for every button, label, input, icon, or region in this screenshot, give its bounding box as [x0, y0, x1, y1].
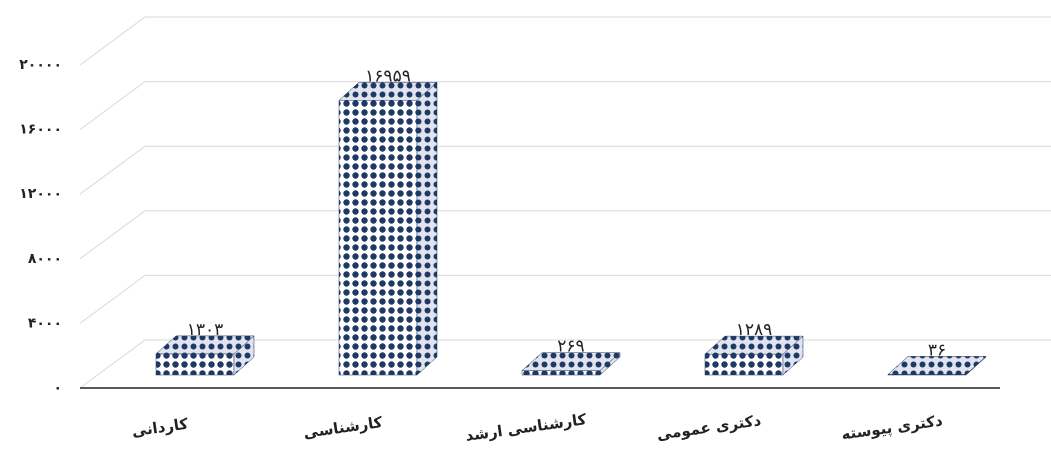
- bar-top: [887, 356, 987, 375]
- data-label: ۱۶۹۵۹: [365, 66, 411, 86]
- x-tick-label: کارشناسی ارشد: [464, 410, 587, 445]
- x-tick-label: دکتری عمومی: [656, 411, 763, 443]
- y-tick-label: ۸۰۰۰: [28, 251, 62, 267]
- bar-top: [704, 335, 804, 355]
- bar: [887, 355, 987, 376]
- data-label: ۱۲۸۹: [736, 320, 773, 340]
- x-tick-label: کاردانی: [131, 415, 190, 441]
- x-tick-label: دکتری پیوسته: [840, 411, 944, 444]
- y-tick-label: ۱۲۰۰۰: [19, 186, 62, 202]
- x-tick-label: کارشناسی: [302, 413, 383, 442]
- bar: [338, 81, 438, 376]
- grid-line: [79, 210, 1051, 260]
- grid-line: [79, 81, 1051, 131]
- bar-front: [155, 353, 235, 376]
- data-label: ۳۶: [928, 340, 946, 360]
- y-tick-label: ۲۰۰۰۰: [19, 57, 62, 73]
- bar-front: [521, 370, 601, 376]
- bar-top: [338, 82, 438, 101]
- grid-line: [79, 145, 1051, 195]
- y-tick-label: ۰: [53, 380, 62, 396]
- data-label: ۲۶۹: [557, 337, 584, 357]
- grid-line: [79, 16, 1051, 66]
- bar-front: [704, 353, 784, 376]
- grid-line: [79, 274, 1051, 324]
- bar-side: [416, 81, 438, 376]
- y-tick-label: ۴۰۰۰: [28, 315, 62, 331]
- bar: [521, 352, 621, 376]
- data-label: ۱۳۰۳: [187, 320, 224, 340]
- bar: [704, 335, 804, 376]
- bar-top: [155, 335, 255, 355]
- bar: [155, 335, 255, 376]
- y-tick-label: ۱۶۰۰۰: [19, 122, 62, 138]
- bar-top: [521, 352, 621, 371]
- bar-front: [338, 100, 418, 376]
